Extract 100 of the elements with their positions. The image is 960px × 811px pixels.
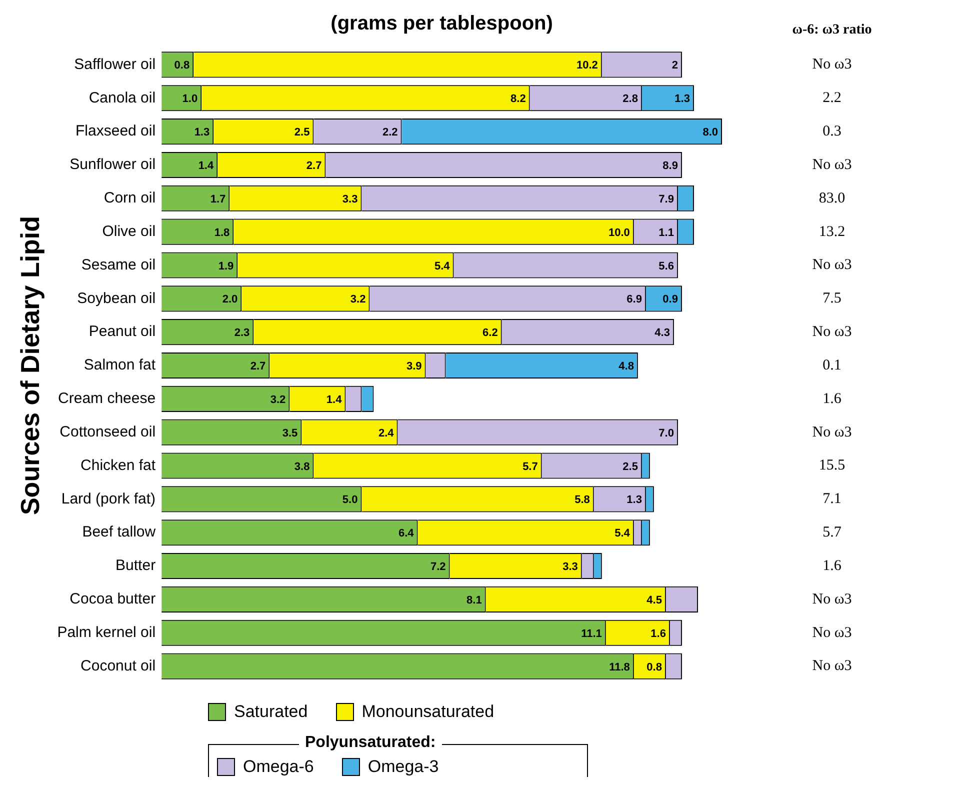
text: 0.3 [822, 123, 842, 140]
data-label: 11.1 [581, 628, 602, 640]
y-tick-label: Sesame oil [81, 256, 156, 274]
data-label: 3.2 [350, 294, 366, 306]
text: 7.1 [822, 491, 842, 508]
y-tick-label: Sunflower oil [70, 156, 156, 174]
data-label: 1.0 [182, 93, 198, 106]
y-tick-label: Peanut oil [88, 323, 156, 340]
data-label: 2.7 [250, 360, 266, 373]
data-label: 1.3 [626, 494, 642, 506]
data-label: 2.0 [222, 294, 238, 306]
text: No ω3 [812, 591, 852, 608]
data-label: 6.9 [626, 294, 642, 306]
y-tick-label: Safflower oil [74, 56, 156, 73]
data-label: 2.5 [294, 126, 310, 139]
text: No ω3 [812, 624, 852, 641]
text: No ω3 [812, 424, 852, 440]
data-label: 7.2 [430, 561, 446, 574]
data-label: 6.2 [482, 327, 498, 340]
data-label: 4.8 [618, 360, 634, 373]
text: 1.6 [822, 558, 842, 574]
data-label: 0.8 [646, 661, 662, 674]
data-label: 10.2 [576, 60, 598, 72]
y-tick-label: Corn oil [104, 190, 156, 207]
legend-label: Omega-3 [366, 757, 439, 777]
y-tick-label: Lard (pork fat) [61, 490, 156, 508]
y-tick-label: Beef tallow [82, 524, 156, 541]
text: 5.7 [822, 524, 842, 541]
y-axis-title: Sources of Dietary Lipid [14, 216, 45, 516]
data-label: 10.0 [608, 226, 630, 239]
data-label: 8.2 [510, 93, 526, 106]
data-label: 2.7 [306, 160, 322, 172]
y-tick-label: Butter [116, 557, 156, 574]
data-label: 2.5 [622, 460, 638, 473]
data-label: 2.8 [622, 93, 638, 106]
text: 83.0 [818, 190, 846, 206]
data-label: 3.9 [406, 360, 422, 373]
legend-label: Monounsaturated [360, 702, 494, 722]
legend-label: Omega-6 [242, 757, 314, 777]
data-label: 3.3 [342, 193, 358, 206]
data-label: 8.0 [702, 126, 718, 139]
y-tick-label: Cream cheese [58, 390, 156, 408]
data-label: 0.9 [662, 294, 678, 306]
chart-title: (grams per tablespoon) [330, 12, 553, 35]
data-label: 6.4 [398, 528, 415, 540]
data-label: 3.8 [294, 460, 310, 473]
data-label: 5.6 [658, 260, 674, 272]
text: 7.5 [822, 290, 842, 307]
data-label: 1.4 [198, 160, 214, 172]
legend-label: Saturated [233, 702, 308, 722]
data-label: 1.4 [326, 394, 343, 406]
data-label: 1.6 [650, 628, 666, 640]
text: No ω3 [812, 324, 852, 340]
text: No ω3 [812, 56, 852, 73]
data-label: 2.3 [234, 327, 250, 340]
data-label: 1.1 [658, 226, 674, 239]
y-tick-label: Cocoa butter [70, 590, 156, 608]
data-label: 1.3 [194, 126, 210, 139]
data-label: 3.5 [282, 427, 298, 440]
data-label: 1.7 [210, 193, 226, 206]
data-label: 2 [672, 60, 678, 72]
data-label: 5.0 [342, 494, 358, 506]
data-label: 2.4 [378, 427, 395, 440]
data-label: 7.0 [658, 427, 674, 440]
data-label: 3.2 [270, 394, 286, 406]
data-label: 4.5 [646, 594, 662, 606]
text: 15.5 [818, 458, 846, 474]
text: No ω3 [812, 156, 852, 173]
y-tick-label: Salmon fat [84, 356, 156, 374]
y-tick-label: Olive oil [102, 222, 156, 240]
data-label: 7.9 [658, 193, 674, 206]
data-label: 5.8 [574, 494, 590, 506]
text: No ω3 [812, 257, 852, 274]
y-tick-label: Canola oil [88, 89, 156, 106]
text: Polyunsaturated: [299, 734, 442, 752]
text: 2.2 [822, 90, 842, 106]
data-label: 5.4 [434, 260, 451, 272]
data-label: 0.8 [174, 60, 190, 72]
data-label: 8.1 [466, 594, 482, 606]
y-tick-label: Flaxseed oil [76, 122, 156, 140]
data-label: 8.9 [662, 160, 678, 172]
data-label: 1.3 [674, 93, 690, 106]
text: 13.2 [818, 224, 846, 240]
text: 0.1 [822, 357, 842, 374]
y-tick-label: Coconut oil [80, 657, 156, 674]
text: ω-6: ω3 ratio [792, 22, 872, 38]
data-label: 1.8 [214, 226, 230, 239]
data-label: 5.4 [614, 528, 631, 540]
data-label: 2.2 [382, 126, 398, 139]
y-tick-label: Soybean oil [77, 290, 156, 307]
y-tick-label: Palm kernel oil [57, 624, 156, 642]
data-label: 5.7 [522, 460, 538, 473]
data-label: 11.8 [609, 661, 630, 674]
data-label: 4.3 [654, 327, 670, 340]
data-label: 1.9 [218, 260, 234, 272]
data-label: 3.3 [562, 561, 578, 574]
y-tick-label: Chicken fat [80, 456, 156, 474]
text: No ω3 [812, 658, 852, 674]
y-tick-label: Cottonseed oil [60, 423, 156, 440]
text: 1.6 [822, 390, 842, 407]
